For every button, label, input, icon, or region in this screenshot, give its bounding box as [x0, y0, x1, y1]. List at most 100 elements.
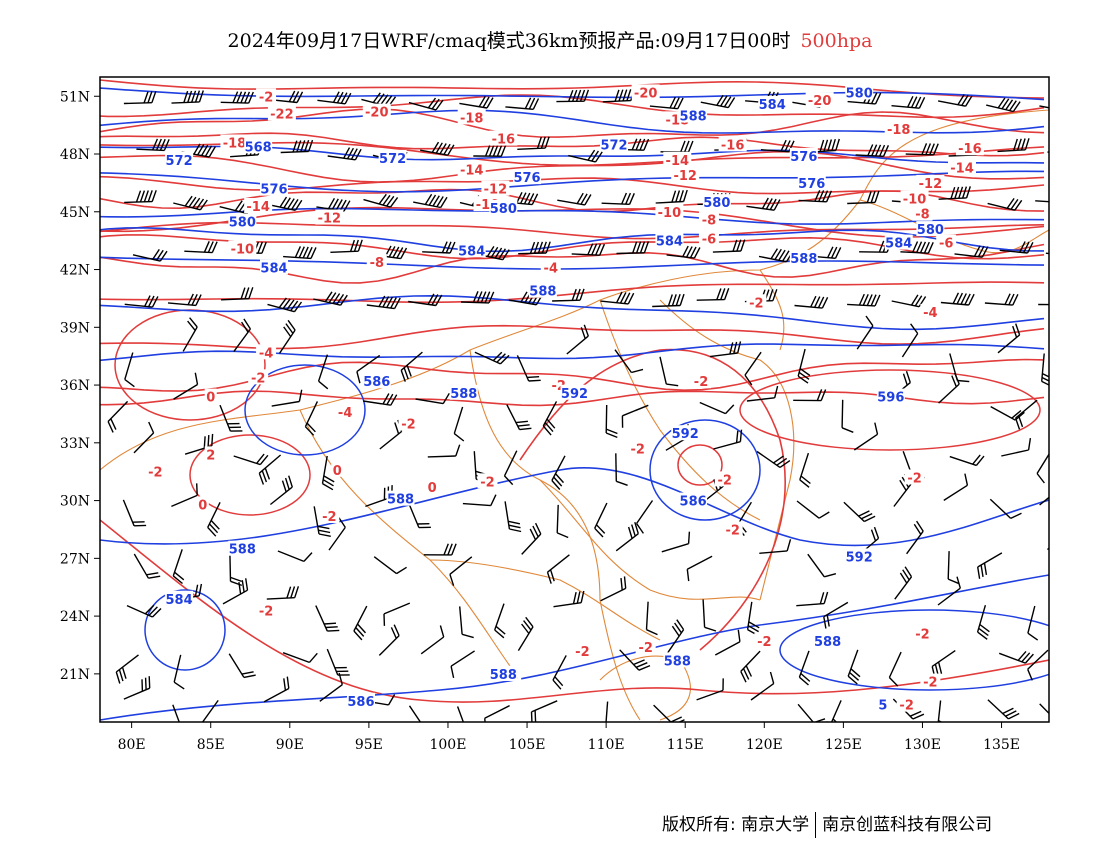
contour-closed-loop: [677, 444, 723, 486]
temperature-label: -2: [899, 699, 913, 714]
wind-barb-flag: [774, 385, 779, 398]
wind-barb-flag: [622, 89, 628, 102]
wind-barb-flag: [336, 91, 344, 104]
wind-barb-flag: [1012, 325, 1018, 338]
wind-barb-flag: [732, 239, 738, 252]
wind-barb-flag: [620, 578, 623, 591]
wind-barb-flag: [427, 97, 437, 109]
wind-barb-flag: [144, 604, 155, 615]
wind-barb-flag: [1055, 99, 1061, 109]
wind-barb-flag: [310, 247, 317, 259]
plot-frame: [99, 76, 1050, 723]
wind-barb-shaft: [740, 650, 761, 672]
wind-barb-shaft: [172, 704, 180, 722]
wind-barb-flag: [1060, 526, 1063, 538]
wind-barb-shaft: [667, 629, 685, 654]
wind-barb-shaft: [330, 250, 359, 253]
wind-barb-shaft: [1039, 105, 1049, 109]
map-plot-area: -2-22 -20 -18-16-14-12-10-12-14-18-10-8 -4-…: [100, 79, 1066, 733]
wind-barb-flag: [776, 457, 788, 466]
wind-barb-shaft: [807, 553, 825, 578]
wind-barb-shaft: [1015, 399, 1038, 419]
wind-barb-flag: [1060, 143, 1066, 154]
wind-barb-flag: [727, 97, 736, 108]
wind-barb-flag: [1023, 241, 1030, 253]
temperature-label-bg: [663, 151, 692, 167]
wind-barb-flag: [1013, 138, 1018, 151]
wind-barb: [233, 453, 269, 466]
wind-barb-flag: [968, 293, 975, 306]
wind-barb-flag: [435, 99, 444, 111]
wind-barb: [600, 576, 627, 602]
wind-barb: [258, 454, 282, 485]
wind-barb-flag: [148, 606, 158, 616]
temperature-label-bg: [671, 167, 700, 183]
wind-barb-flag: [1027, 437, 1032, 451]
wind-barb-flag: [834, 247, 842, 259]
wind-barb: [666, 245, 701, 259]
wind-barb: [313, 506, 331, 537]
wind-barb-flag: [124, 378, 135, 388]
wind-barb-flag: [799, 479, 810, 488]
wind-barb-shaft: [1027, 649, 1049, 670]
wind-barb: [1047, 143, 1066, 154]
wind-barb-shaft: [1027, 605, 1036, 634]
geopotential-label-bg: [228, 540, 257, 556]
wind-barb-flag: [484, 718, 486, 722]
wind-barb-flag: [875, 144, 882, 157]
wind-barb-flag: [187, 320, 196, 331]
temperature-label: -2: [915, 627, 929, 642]
wind-barb-flag: [509, 528, 522, 533]
wind-barb-flag: [575, 288, 581, 301]
wind-barb-shaft: [379, 430, 403, 450]
wind-barb-flag: [191, 293, 198, 306]
wind-barb: [330, 239, 363, 253]
wind-barb-flag: [938, 728, 949, 733]
wind-barb-flag: [958, 186, 964, 199]
wind-barb-flag: [735, 430, 739, 443]
geopotential-label-bg: [259, 180, 288, 196]
wind-barb-flag: [1001, 98, 1010, 110]
wind-barb-flag: [1014, 199, 1023, 211]
wind-barb-flag: [378, 295, 386, 307]
wind-barb: [714, 629, 741, 656]
wind-barb-shaft: [931, 650, 956, 667]
wind-barb-flag: [919, 241, 927, 254]
wind-barb-shaft: [267, 203, 296, 211]
wind-barb: [132, 249, 168, 262]
wind-barb-shaft: [171, 101, 200, 104]
copyright-footer: 版权所有: 南京大学 南京创蓝科技有限公司: [662, 810, 992, 838]
wind-barb-flag: [923, 241, 930, 254]
geopotential-label-bg: [362, 373, 391, 389]
wind-barb-flag: [981, 246, 989, 258]
wind-barb: [407, 501, 431, 529]
wind-barb-flag: [194, 372, 199, 385]
wind-barb-shaft: [506, 404, 521, 430]
wind-barb: [552, 288, 585, 302]
temperature-label-bg: [912, 625, 933, 641]
wind-barb-flag: [595, 524, 606, 534]
wind-barb-flag: [904, 566, 913, 578]
wind-barb: [700, 94, 736, 109]
wind-barb-shaft: [503, 450, 518, 477]
wind-barb-flag: [173, 681, 185, 690]
wind-barb-shaft: [133, 432, 155, 454]
wind-barb: [667, 619, 685, 654]
wind-barb-flag: [625, 192, 632, 205]
wind-barb-flag: [947, 578, 960, 585]
wind-barb-flag: [826, 614, 830, 627]
geopotential-label: 568: [245, 140, 272, 155]
wind-barb-flag: [748, 621, 760, 629]
temperature-label: -20: [634, 86, 658, 101]
wind-barb-flag: [899, 479, 907, 491]
geopotential-label-bg: [378, 149, 407, 165]
wind-barb-flag: [527, 376, 540, 379]
wind-barb: [615, 453, 628, 486]
wind-barb-flag: [523, 192, 531, 205]
wind-barb-shaft: [531, 700, 558, 713]
wind-barb-shaft: [547, 554, 570, 573]
lat-label-36N: 36N: [60, 378, 90, 394]
wind-barb-flag: [819, 592, 825, 605]
wind-barb-flag: [621, 192, 628, 205]
wind-barb-shaft: [746, 397, 775, 402]
